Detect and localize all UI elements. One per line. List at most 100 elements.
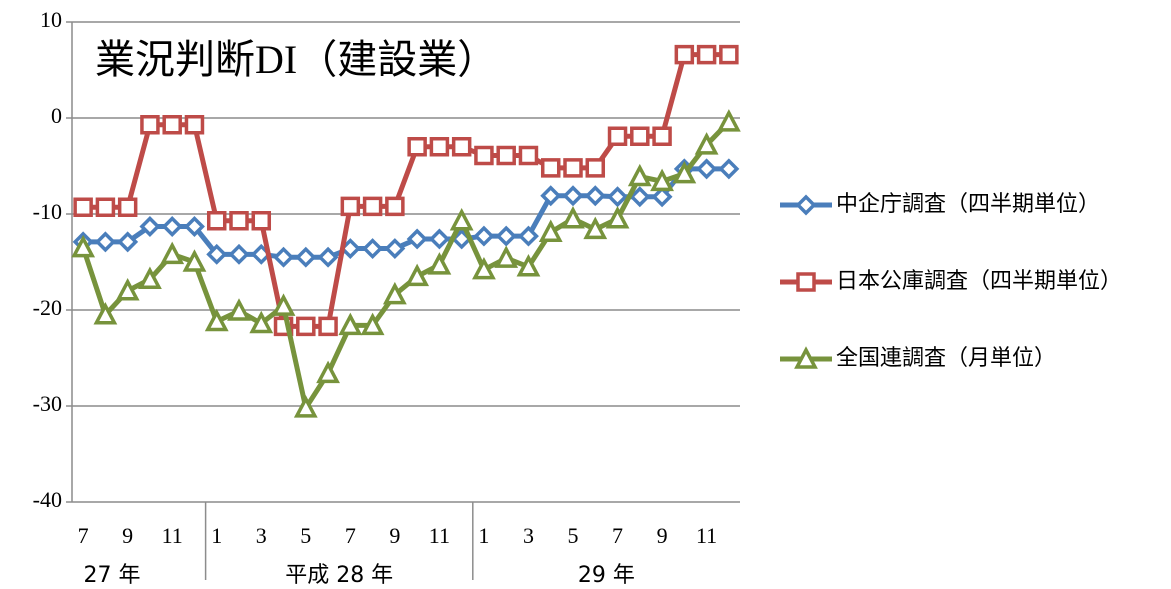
y-tick-label: -20	[33, 295, 62, 320]
marker	[204, 308, 229, 332]
legend-label: 中企庁調査（四半期単位）	[836, 192, 1100, 217]
marker	[338, 312, 363, 336]
marker	[652, 126, 672, 146]
marker	[607, 126, 628, 146]
y-tick-label: -30	[33, 391, 62, 416]
year-label: 27 年	[84, 563, 141, 588]
chart-title: 業況判断DI（建設業）	[95, 37, 497, 82]
y-tick-label: 0	[51, 103, 62, 128]
marker	[95, 197, 116, 218]
marker	[160, 241, 185, 265]
marker	[271, 293, 296, 316]
marker	[585, 158, 606, 178]
marker	[206, 210, 227, 231]
marker	[538, 219, 563, 242]
marker	[674, 44, 695, 65]
marker	[716, 109, 741, 132]
x-tick-label: 11	[162, 523, 183, 548]
marker	[117, 197, 138, 218]
marker	[495, 225, 517, 247]
marker	[71, 234, 96, 258]
marker	[249, 310, 274, 334]
marker	[138, 266, 162, 290]
marker	[795, 194, 817, 216]
marker	[184, 114, 205, 135]
marker	[629, 186, 651, 208]
y-tick-label: 10	[40, 7, 62, 32]
x-tick-label: 7	[78, 523, 89, 548]
marker	[607, 186, 629, 208]
marker	[161, 216, 183, 237]
x-tick-label: 1	[211, 523, 222, 548]
marker	[472, 256, 496, 280]
marker	[584, 185, 606, 207]
marker	[293, 395, 318, 418]
year-label: 29 年	[578, 563, 635, 588]
marker	[473, 225, 495, 247]
y-tick-label: -10	[33, 199, 62, 224]
marker	[360, 312, 385, 336]
marker	[273, 246, 295, 268]
marker	[605, 206, 630, 229]
marker	[405, 263, 430, 287]
marker	[117, 231, 139, 253]
legend-label: 全国連調査（月単位）	[836, 346, 1056, 371]
marker	[516, 254, 541, 277]
marker	[696, 158, 718, 180]
marker	[651, 186, 673, 208]
marker	[94, 231, 116, 253]
marker	[229, 210, 249, 231]
series-line	[80, 120, 731, 411]
marker	[796, 272, 816, 292]
marker	[451, 137, 472, 157]
marker	[251, 210, 272, 231]
x-tick-label: 9	[122, 523, 133, 548]
marker	[494, 245, 519, 268]
marker	[206, 243, 228, 265]
marker	[672, 160, 697, 184]
marker	[630, 126, 650, 146]
x-tick-label: 11	[429, 523, 450, 548]
marker	[562, 185, 584, 207]
x-tick-label: 3	[523, 523, 534, 548]
marker	[362, 238, 384, 260]
x-tick-label: 3	[256, 523, 267, 548]
x-tick-label: 9	[657, 523, 668, 548]
marker	[449, 207, 474, 231]
marker	[384, 238, 406, 260]
x-tick-label: 11	[696, 523, 717, 548]
marker	[517, 225, 539, 247]
marker	[228, 243, 250, 265]
marker	[182, 249, 207, 272]
marker	[518, 145, 539, 166]
legend-label: 日本公庫調査（四半期単位）	[836, 269, 1122, 294]
x-tick-label: 7	[612, 523, 623, 548]
marker	[316, 360, 340, 384]
marker	[561, 206, 585, 229]
x-tick-label: 5	[300, 523, 311, 548]
marker	[385, 196, 405, 217]
marker	[296, 316, 316, 337]
marker	[115, 278, 140, 301]
x-tick-label: 1	[478, 523, 489, 548]
marker	[227, 298, 251, 321]
marker	[429, 137, 450, 157]
marker	[719, 44, 739, 65]
marker	[406, 228, 428, 250]
marker	[73, 197, 93, 218]
marker	[563, 158, 583, 178]
marker	[340, 196, 361, 217]
marker	[583, 216, 608, 240]
marker	[540, 158, 561, 178]
marker	[540, 185, 562, 207]
y-tick-label: -40	[33, 487, 62, 512]
marker	[295, 246, 317, 268]
marker	[427, 252, 452, 275]
marker	[696, 44, 717, 65]
marker	[382, 281, 407, 305]
marker	[317, 246, 339, 268]
marker	[650, 168, 674, 192]
marker	[93, 302, 118, 325]
x-tick-label: 7	[345, 523, 356, 548]
